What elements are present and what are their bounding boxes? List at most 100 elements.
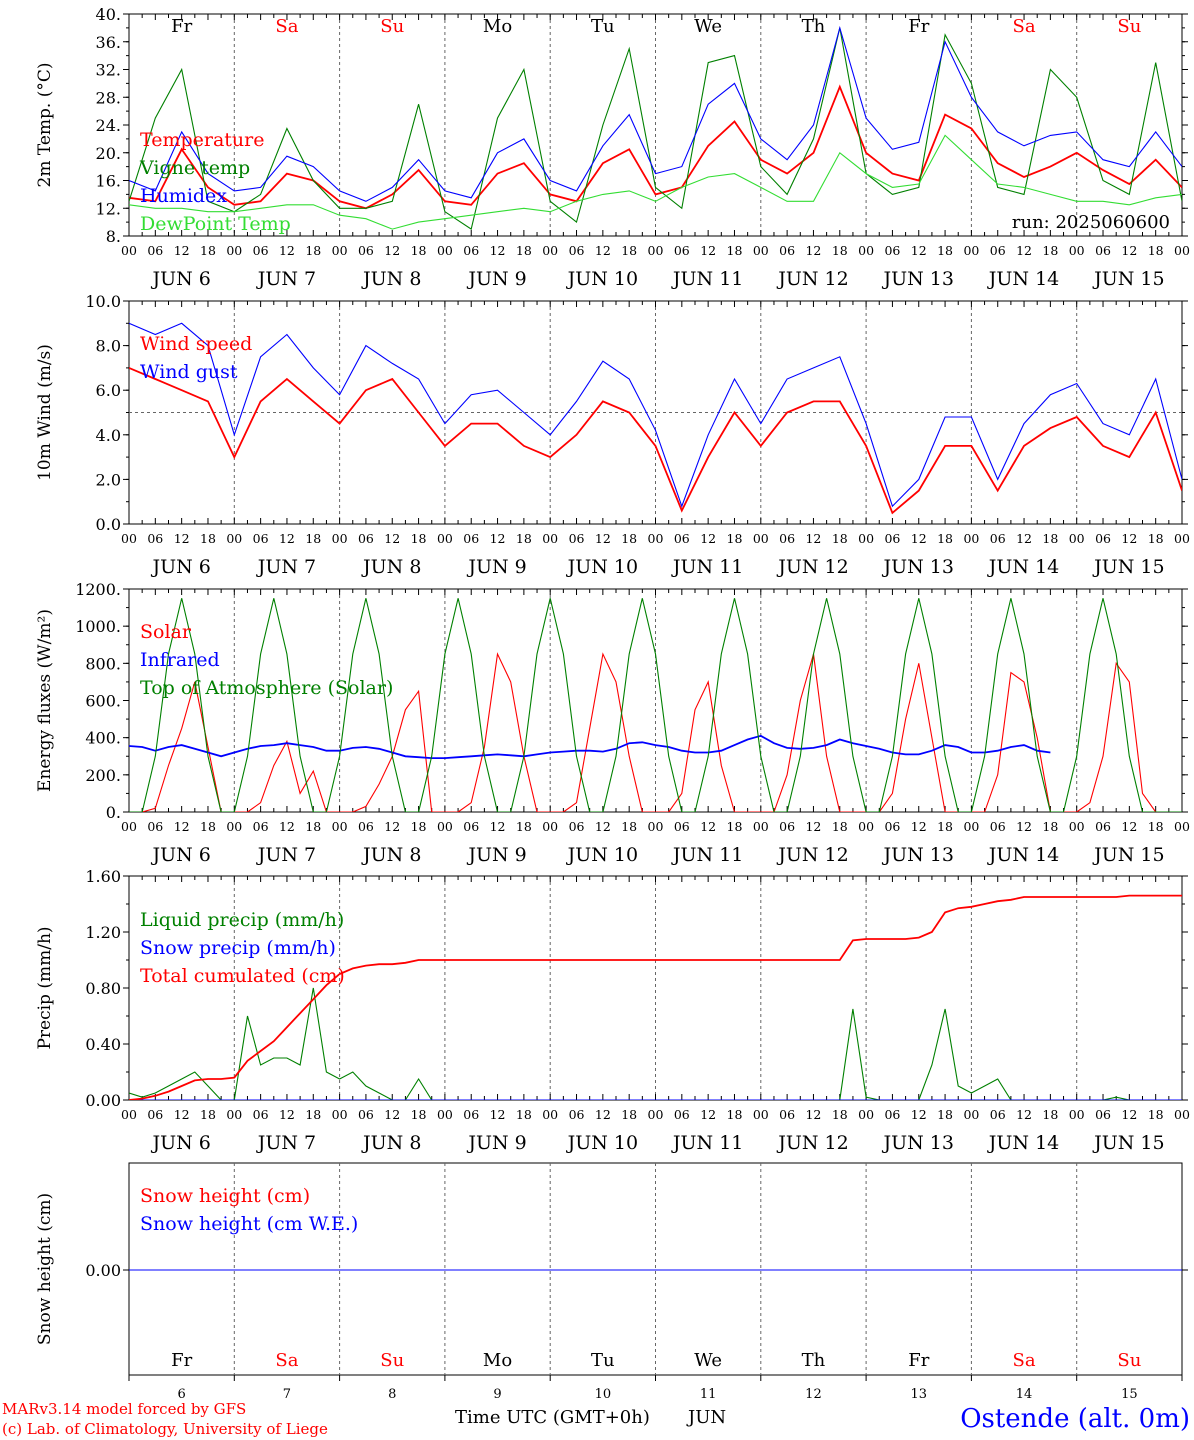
hour-tick-label: 12	[490, 531, 506, 546]
hour-tick-label: 00	[753, 1107, 769, 1122]
hour-tick-label: 18	[305, 531, 321, 546]
date-label: JUN 14	[987, 268, 1059, 290]
hour-tick-label: 12	[1121, 531, 1137, 546]
date-label: JUN 12	[776, 556, 848, 578]
legend-entry: Top of Atmosphere (Solar)	[140, 677, 393, 699]
hour-tick-label: 06	[990, 243, 1006, 258]
date-label: JUN 15	[1092, 1132, 1164, 1154]
y-tick-label: 0.0	[96, 515, 121, 534]
hour-tick-label: 18	[832, 819, 848, 834]
hour-tick-label: 06	[463, 243, 479, 258]
hour-tick-label: 06	[569, 243, 585, 258]
hour-tick-label: 12	[384, 1107, 400, 1122]
hour-tick-label: 18	[516, 531, 532, 546]
hour-tick-label: 12	[700, 1107, 716, 1122]
date-label: JUN 10	[566, 268, 638, 290]
hour-tick-label: 12	[595, 531, 611, 546]
hour-tick-label: 12	[279, 531, 295, 546]
hour-tick-label: 06	[779, 243, 795, 258]
hour-tick-label: 06	[147, 819, 163, 834]
hour-tick-label: 06	[358, 243, 374, 258]
hour-tick-label: 06	[463, 819, 479, 834]
hour-tick-label: 06	[358, 531, 374, 546]
y-tick-label: 800.	[85, 654, 121, 673]
day-number-label: 6	[178, 1387, 186, 1402]
y-tick-label: 40.	[96, 5, 121, 24]
hour-tick-label: 18	[1042, 243, 1058, 258]
date-label: JUN 6	[150, 1132, 210, 1154]
hour-tick-label: 00	[858, 1107, 874, 1122]
date-label: JUN 13	[882, 1132, 954, 1154]
hour-tick-label: 18	[305, 243, 321, 258]
hour-tick-label: 18	[1042, 1107, 1058, 1122]
hour-tick-label: 00	[1174, 243, 1190, 258]
date-label: JUN 11	[671, 268, 743, 290]
series-line-1	[129, 367, 1182, 515]
hour-tick-label: 12	[384, 819, 400, 834]
hour-tick-label: 00	[648, 1107, 664, 1122]
legend-entry: Wind gust	[140, 361, 238, 383]
hour-tick-label: 00	[648, 531, 664, 546]
weekday-label: Fr	[171, 1350, 192, 1371]
y-tick-label: 0.00	[85, 1091, 121, 1110]
hour-tick-label: 12	[384, 531, 400, 546]
series-line-3	[129, 25, 1182, 202]
y-tick-label: 0.80	[85, 979, 121, 998]
hour-tick-label: 00	[332, 243, 348, 258]
hour-tick-label: 18	[727, 531, 743, 546]
hour-tick-label: 00	[1069, 1107, 1085, 1122]
hour-tick-label: 12	[279, 243, 295, 258]
legend-entry: Snow precip (mm/h)	[140, 937, 336, 959]
hour-tick-label: 00	[542, 531, 558, 546]
date-label: JUN 9	[466, 1132, 526, 1154]
series-line-3	[129, 598, 1182, 812]
weekday-label: Sa	[275, 1350, 298, 1371]
hour-tick-label: 18	[411, 819, 427, 834]
y-tick-label: 600.	[85, 692, 121, 711]
hour-tick-label: 06	[674, 243, 690, 258]
hour-tick-label: 00	[1174, 1107, 1190, 1122]
weekday-label: Su	[1117, 16, 1141, 37]
y-tick-label: 0.40	[85, 1035, 121, 1054]
day-number-label: 13	[910, 1387, 927, 1402]
hour-tick-label: 18	[937, 243, 953, 258]
hour-tick-label: 06	[147, 243, 163, 258]
hour-tick-label: 06	[990, 819, 1006, 834]
hour-tick-label: 12	[174, 819, 190, 834]
y-tick-label: 400.	[85, 729, 121, 748]
hour-tick-label: 00	[226, 1107, 242, 1122]
hour-tick-label: 18	[1148, 819, 1164, 834]
hour-tick-label: 00	[858, 243, 874, 258]
hour-tick-label: 00	[648, 243, 664, 258]
hour-tick-label: 06	[990, 531, 1006, 546]
legend-entry: Wind speed	[140, 333, 252, 355]
hour-tick-label: 18	[305, 819, 321, 834]
hour-tick-label: 18	[411, 1107, 427, 1122]
hour-tick-label: 12	[805, 243, 821, 258]
hour-tick-label: 18	[621, 531, 637, 546]
hour-tick-label: 00	[332, 531, 348, 546]
hour-tick-label: 06	[779, 1107, 795, 1122]
date-label: JUN 7	[256, 556, 316, 578]
date-label: JUN 14	[987, 844, 1059, 866]
weekday-label: Th	[802, 16, 826, 37]
legend-entry: Solar	[140, 621, 192, 643]
legend-entry: DewPoint Temp	[140, 213, 291, 235]
date-label: JUN 7	[256, 844, 316, 866]
hour-tick-label: 06	[779, 531, 795, 546]
hour-tick-label: 12	[384, 243, 400, 258]
hour-tick-label: 00	[332, 1107, 348, 1122]
legend-entry: Temperature	[140, 129, 264, 151]
hour-tick-label: 12	[174, 1107, 190, 1122]
hour-tick-label: 00	[332, 819, 348, 834]
y-axis-title: 10m Wind (m/s)	[35, 344, 55, 481]
hour-tick-label: 18	[305, 1107, 321, 1122]
hour-tick-label: 18	[200, 531, 216, 546]
day-number-label: 9	[493, 1387, 501, 1402]
hour-tick-label: 18	[937, 819, 953, 834]
day-number-label: 15	[1121, 1387, 1138, 1402]
date-label: JUN 8	[361, 1132, 421, 1154]
hour-tick-label: 00	[437, 1107, 453, 1122]
y-tick-label: 20.	[96, 144, 121, 163]
hour-tick-label: 06	[779, 819, 795, 834]
